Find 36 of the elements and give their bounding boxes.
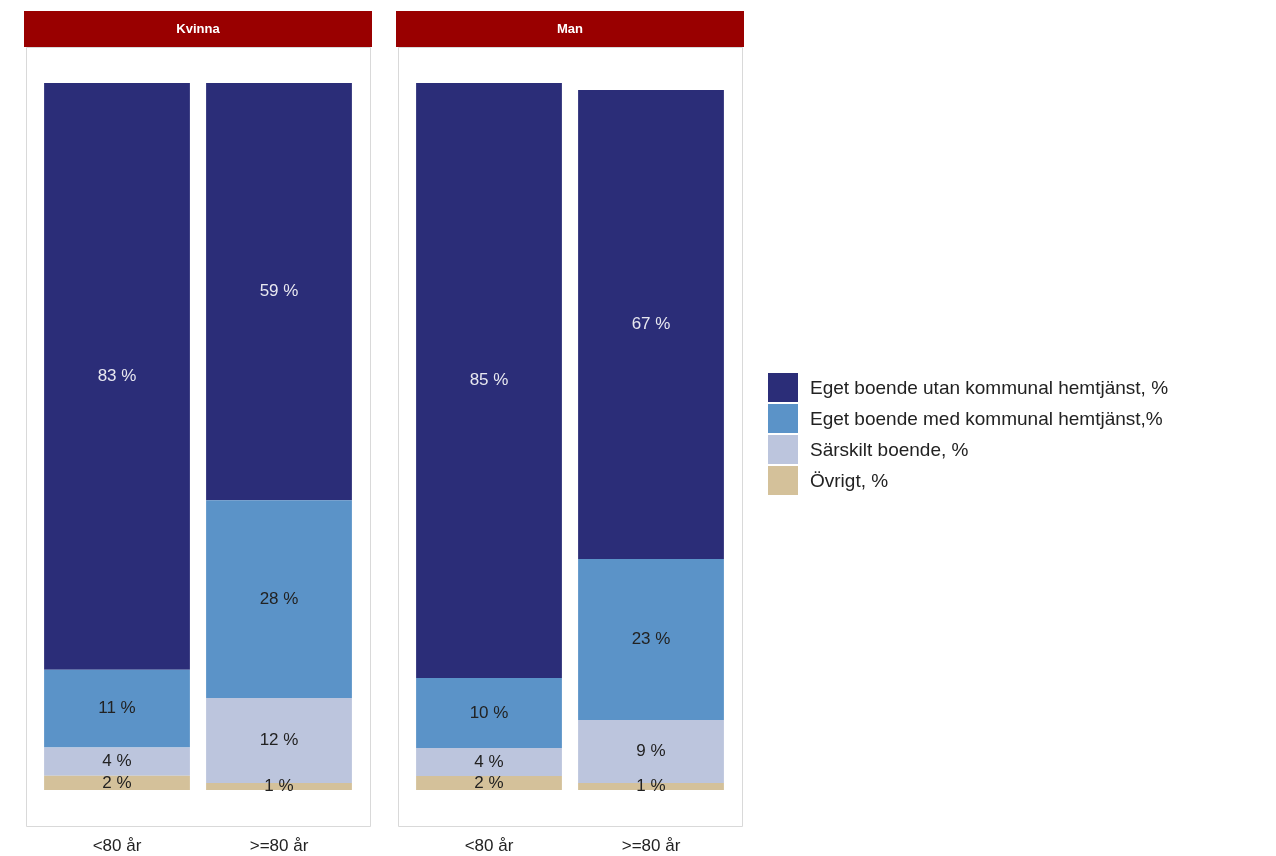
bar — [578, 559, 724, 720]
chart-title: Kvinna — [176, 20, 221, 36]
bar — [44, 747, 190, 776]
data-label: 85 % — [469, 370, 509, 390]
chart-title: Man — [557, 20, 584, 36]
bar — [416, 776, 562, 790]
bar — [416, 83, 562, 678]
data-label: 10 % — [469, 702, 509, 722]
bar — [44, 83, 190, 670]
data-label: 4 % — [474, 751, 504, 771]
legend-label: Eget boende med kommunal hemtjänst,% — [810, 407, 1163, 430]
data-label: 11 % — [98, 698, 136, 718]
x-tick-label: <80 år — [92, 835, 142, 855]
data-label: 67 % — [631, 314, 671, 334]
bar — [206, 500, 352, 699]
bar — [44, 775, 190, 790]
legend-label: Övrigt, % — [810, 469, 889, 492]
data-label: 23 % — [631, 629, 671, 649]
data-label: 12 % — [259, 730, 299, 750]
data-label: 2 % — [474, 772, 504, 792]
bar — [206, 83, 352, 501]
bar — [578, 90, 724, 559]
data-label: 2 % — [102, 772, 132, 792]
data-label: 28 % — [259, 588, 299, 608]
bar — [416, 678, 562, 748]
bar — [44, 669, 190, 748]
x-tick-label: <80 år — [464, 835, 514, 855]
data-label: 83 % — [97, 366, 137, 386]
x-tick-label: >=80 år — [249, 835, 309, 855]
data-label: 9 % — [636, 741, 666, 761]
bar — [416, 748, 562, 776]
data-label: 4 % — [102, 751, 132, 771]
legend-label: Särskilt boende, % — [810, 438, 969, 461]
legend-label: Eget boende utan kommunal hemtjänst, % — [810, 376, 1169, 399]
x-tick-label: >=80 år — [621, 835, 681, 855]
data-label: 59 % — [259, 281, 299, 301]
